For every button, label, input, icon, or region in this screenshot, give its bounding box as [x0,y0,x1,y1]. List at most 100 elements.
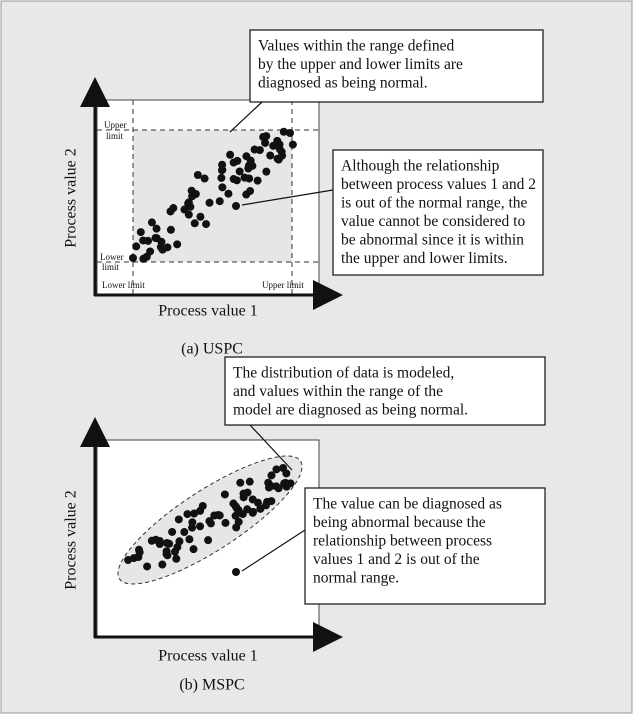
dot [135,545,144,554]
dot [166,225,175,234]
callout-text: relationship between process [313,533,492,550]
dot [165,539,174,548]
dot [232,568,240,576]
dot [183,510,192,519]
dot [273,154,282,163]
dot [202,220,211,229]
dot [280,479,289,488]
dot [261,501,270,510]
dot [180,205,189,214]
dot [190,509,199,518]
dot [204,536,213,545]
dot [158,560,167,569]
limit-label: Lower limit [102,280,145,290]
dot [129,254,137,262]
dot [245,477,254,486]
dot [200,174,209,183]
dot [218,183,227,192]
dots [124,127,297,576]
pointer [249,424,293,471]
dot [132,242,141,251]
dot [196,522,205,531]
dot [231,511,240,520]
callout-text: by the upper and lower limits are [258,56,463,73]
dot [152,224,161,233]
dot [143,562,152,571]
dot [162,547,171,556]
dot [245,174,254,183]
dot [157,237,166,246]
callout-text: between process values 1 and 2 [341,176,536,193]
dot [262,167,271,176]
dot [224,189,233,198]
dot [158,245,167,254]
dot [266,151,275,160]
callout-text: diagnosed as being normal. [258,75,428,92]
callout-text: model are diagnosed as being normal. [233,402,468,419]
callout-text: normal range. [313,570,399,587]
dot [243,488,252,497]
dot [220,490,229,499]
dot [186,202,195,211]
dot [144,236,153,245]
dot [185,535,194,544]
dot [235,167,244,176]
dot [190,219,199,228]
callout-text: is out of the normal range, the [341,195,527,212]
callout-text: The distribution of data is modeled, [233,365,454,382]
dot [267,471,276,480]
dot [174,515,183,524]
dot [173,543,182,552]
dot [274,484,283,493]
limit-label: Lower [100,252,124,262]
dot [166,207,175,216]
callout-text: The value can be diagnosed as [313,496,502,513]
dot [221,518,230,527]
dot [253,498,262,507]
callout-text: be abnormal since it is within [341,232,524,249]
dot [173,240,182,249]
dot [272,465,281,474]
callout-text: Values within the range defined [258,38,455,55]
callout-text: and values within the range of the [233,383,443,400]
callout-box [249,29,544,103]
dot [279,463,288,472]
limit-label: Upper [104,120,127,130]
dot [151,233,160,242]
callout-box [332,149,544,276]
callout-box [304,487,546,605]
caption: (b) MSPC [179,677,244,694]
dot [286,129,294,137]
dot [196,212,205,221]
dot [155,537,164,546]
dot [168,527,177,536]
dot [279,127,288,136]
dot [253,176,262,185]
x-label: Process value 1 [158,648,258,665]
dot [205,517,214,526]
pointer [241,189,334,206]
callout-text: values 1 and 2 is out of the [313,551,480,568]
dot [172,554,181,563]
dot [147,218,156,227]
dot [147,536,156,545]
pointer [229,101,263,133]
dot [232,202,240,210]
callout-text: Although the relationship [341,158,500,175]
dot [215,197,224,206]
dot [189,545,198,554]
dot [136,228,145,237]
limit-label: Upper limit [262,280,304,290]
dot [264,483,273,492]
callout-box [224,356,546,426]
normal-range [133,130,292,262]
dot [236,478,245,487]
dot [226,150,235,159]
y-label: Process value 2 [63,148,80,248]
dot [124,556,133,565]
dot [255,146,264,155]
dot [198,501,207,510]
x-label: Process value 1 [158,303,258,320]
dot [267,497,276,506]
callout-text: being abnormal because the [313,514,486,531]
